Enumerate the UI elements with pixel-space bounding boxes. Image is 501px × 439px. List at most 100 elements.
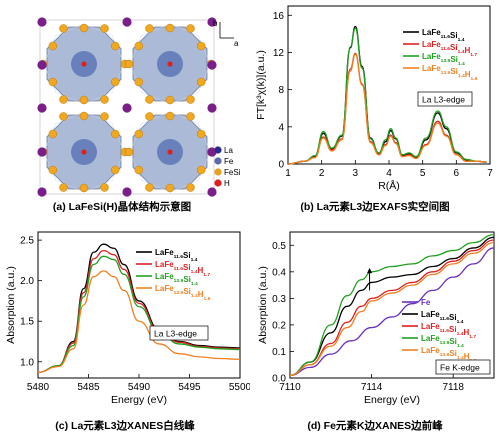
edge-annotation-box bbox=[417, 91, 473, 107]
edge-annotation: La L3-edge bbox=[422, 95, 465, 105]
fesi-atom bbox=[124, 147, 134, 157]
x-tick-label: 4 bbox=[386, 168, 392, 179]
fesi-atom bbox=[134, 165, 144, 175]
legend-label: LaFe13.9Si1.4H1.6 bbox=[422, 64, 478, 82]
legend-marker-h bbox=[214, 179, 222, 187]
fesi-atom bbox=[110, 41, 120, 51]
pre-edge-arrow-head bbox=[367, 267, 373, 274]
x-tick-label: 7 bbox=[487, 168, 493, 179]
x-tick-label: 7118 bbox=[442, 382, 464, 393]
fesi-atom bbox=[186, 112, 195, 121]
legend-marker-fesi bbox=[214, 168, 222, 176]
series-line bbox=[287, 25, 487, 165]
x-tick-label: 5485 bbox=[77, 382, 100, 393]
x-tick-label: 7110 bbox=[279, 382, 301, 393]
cage-edges bbox=[43, 23, 125, 105]
series-line bbox=[289, 247, 495, 376]
cage-edges bbox=[129, 23, 211, 105]
edge-annotation-box bbox=[435, 359, 491, 375]
h-atom bbox=[167, 149, 173, 155]
fesi-atom bbox=[100, 112, 109, 121]
la-atom bbox=[37, 17, 47, 27]
la-atom bbox=[207, 103, 217, 113]
legend-label-la: La bbox=[224, 146, 233, 155]
y-tick-label: 0.0 bbox=[272, 374, 286, 385]
fesi-atom bbox=[79, 111, 89, 121]
fesi-atom bbox=[110, 129, 120, 139]
la-atom bbox=[207, 187, 217, 197]
series-line bbox=[289, 234, 495, 376]
series-line bbox=[37, 243, 241, 373]
fesi-atom bbox=[59, 183, 68, 192]
y-tick-label: 1.0 bbox=[20, 357, 34, 368]
x-tick-label: 2 bbox=[319, 168, 325, 179]
legend-label-fe: Fe bbox=[224, 157, 234, 166]
fesi-atom bbox=[165, 23, 175, 33]
edge-annotation: La L3-edge bbox=[154, 329, 197, 339]
cage-edges bbox=[43, 111, 125, 193]
legend-marker-fe bbox=[214, 157, 222, 165]
series-line bbox=[289, 239, 495, 376]
fesi-atom bbox=[134, 77, 144, 87]
fesi-atom bbox=[186, 95, 195, 104]
legend-label: Fe bbox=[421, 298, 431, 307]
fesi-atom bbox=[79, 23, 89, 33]
plot-frame bbox=[37, 231, 241, 379]
fesi-atom bbox=[124, 59, 134, 69]
fesi-atom bbox=[110, 77, 120, 87]
series-line bbox=[287, 27, 487, 165]
fesi-atom bbox=[79, 95, 89, 105]
legend-label: LaFe11.6Si1.4H1.7 bbox=[155, 260, 210, 278]
y-tick-label: 16 bbox=[273, 11, 285, 22]
la-atom bbox=[37, 60, 47, 70]
la-atom bbox=[122, 17, 132, 27]
legend-label: LaFe13.9Si1.4 bbox=[422, 52, 465, 67]
la-atom bbox=[37, 187, 47, 197]
y-axis-label: FT[k³χ(k)](a.u.) bbox=[255, 50, 267, 120]
y-tick-label: 2.0 bbox=[20, 276, 34, 287]
la-atom bbox=[37, 103, 47, 113]
caption-a: (a) LaFeSi(H)晶体结构示意图 bbox=[52, 201, 192, 213]
y-tick-label: 0 bbox=[278, 160, 284, 171]
la-atom bbox=[122, 103, 132, 113]
h-atom bbox=[81, 149, 87, 155]
axis-label-a: a bbox=[234, 39, 239, 48]
caption-c: (c) La元素L3边XANES白线峰 bbox=[55, 420, 195, 432]
caption-d: (d) Fe元素K边XANES边前峰 bbox=[307, 420, 443, 432]
y-axis-label: Absorption (a.u.) bbox=[257, 266, 269, 344]
fe-xanes-chart-panel: 7110 7114 7118 0.0 0.1 0.2 0.3 0.4 0.5 Energy (eV… bbox=[250, 226, 500, 414]
x-tick-label: 5 bbox=[420, 168, 426, 179]
crystal-structure-figure: b a La Fe FeSi H bbox=[37, 17, 241, 197]
fesi-atom bbox=[145, 24, 154, 33]
la-atom bbox=[207, 17, 217, 27]
fesi-atom bbox=[100, 183, 109, 192]
fesi-atom bbox=[110, 165, 120, 175]
fesi-atom bbox=[165, 111, 175, 121]
legend-label: LaFe11.6Si1.4 bbox=[155, 248, 198, 263]
axis-label-b: b bbox=[213, 19, 218, 28]
x-tick-label: 1 bbox=[285, 168, 291, 179]
x-tick-label: 5495 bbox=[178, 382, 201, 393]
fesi-atom bbox=[59, 24, 68, 33]
la-atom bbox=[207, 147, 217, 157]
exafs-chart: 1 2 3 4 5 6 70481216R(Å)FT[k³χ(k)](a.u.)LaFe11… bbox=[255, 5, 493, 192]
series-line bbox=[37, 270, 241, 373]
x-tick-label: 5500 bbox=[229, 382, 250, 393]
series-line bbox=[37, 255, 241, 373]
fesi-atom bbox=[145, 95, 154, 104]
la-atom bbox=[37, 147, 47, 157]
y-tick-label: 4 bbox=[278, 122, 284, 133]
fe-xanes-chart: 7110 7114 7118 0.0 0.1 0.2 0.3 0.4 0.5 Energy (eV… bbox=[257, 231, 495, 406]
y-tick-label: 0.4 bbox=[272, 267, 286, 278]
h-atom bbox=[167, 61, 173, 67]
edge-annotation-box bbox=[149, 325, 209, 341]
fesi-atom bbox=[165, 183, 175, 193]
y-tick-label: 2.5 bbox=[20, 236, 34, 247]
fesi-atom bbox=[100, 95, 109, 104]
fesi-atom bbox=[48, 41, 58, 51]
x-tick-label: 6 bbox=[454, 168, 460, 179]
legend-label: LaFe13.9Si1.4 bbox=[155, 272, 198, 287]
x-axis-label: Energy (eV) bbox=[111, 394, 167, 406]
x-tick-label: 7114 bbox=[361, 382, 383, 393]
fesi-atom bbox=[196, 129, 206, 139]
